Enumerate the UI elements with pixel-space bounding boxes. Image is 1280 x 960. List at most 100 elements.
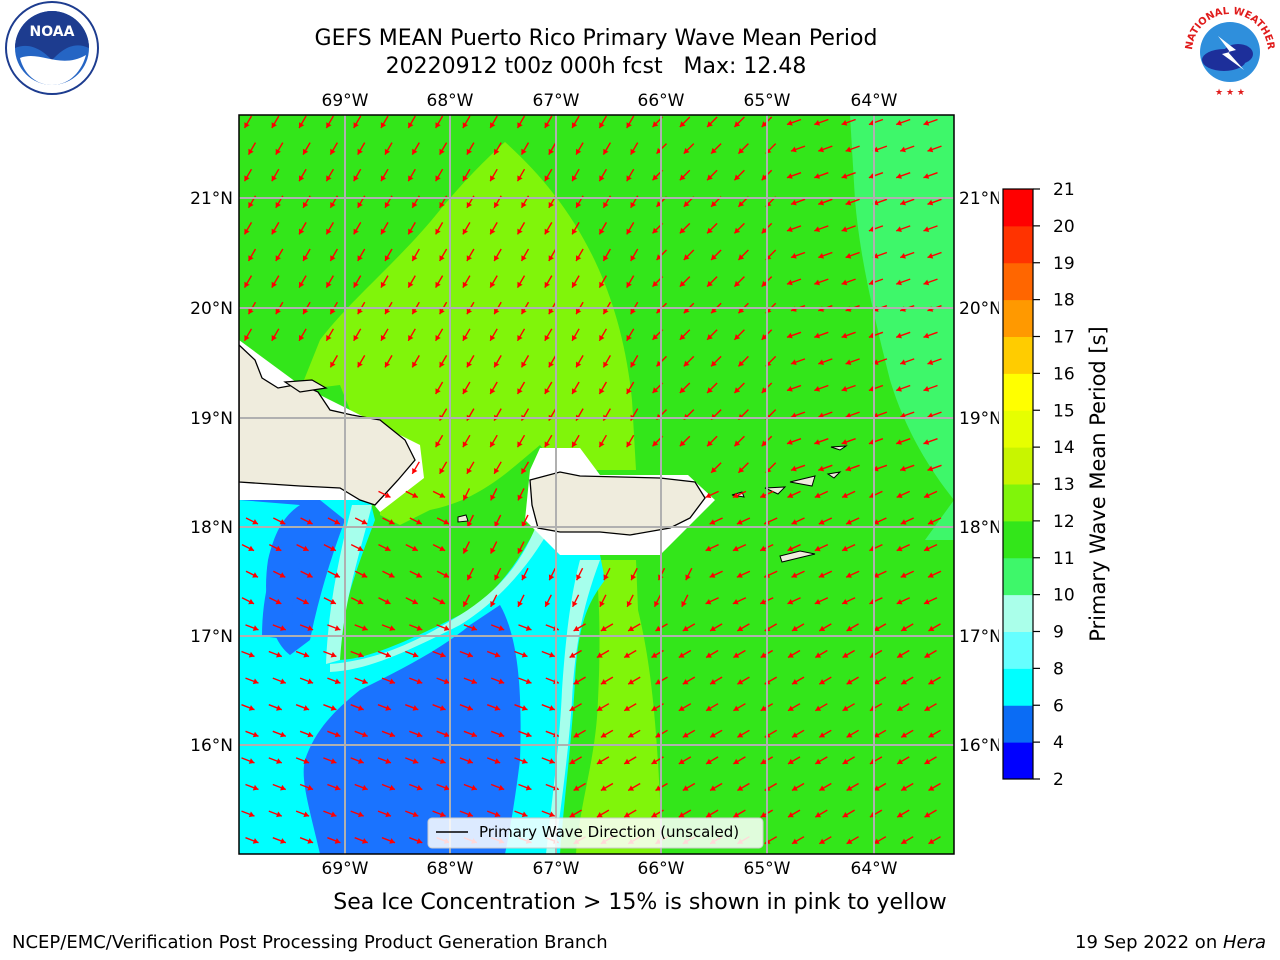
wave-arrow-head	[652, 387, 659, 393]
wave-arrow-head	[651, 705, 658, 711]
wave-arrow-head	[353, 122, 359, 128]
wave-arrow-head	[490, 122, 496, 128]
colorbar-tick-label: 21	[1053, 180, 1075, 200]
wave-arrow-head	[814, 332, 820, 339]
sea-ice-note: Sea Ice Concentration > 15% is shown in …	[333, 890, 947, 915]
wave-arrow-head	[682, 785, 689, 791]
map-gridlines	[239, 115, 954, 854]
wave-arrow-head	[330, 148, 336, 155]
lon-label-top: 64°W	[851, 91, 898, 111]
wave-arrow-head	[845, 412, 852, 419]
wave-arrow-head	[652, 334, 659, 340]
wave-arrow-head	[466, 308, 472, 315]
wave-arrow-head	[596, 758, 603, 764]
wave-arrow-head	[901, 732, 907, 738]
wave-arrow-head	[628, 732, 634, 738]
colorbar-tick-label: 10	[1053, 586, 1075, 606]
wave-arrow-head	[303, 651, 310, 658]
wave-arrow-head	[924, 652, 931, 658]
wave-arrow-head	[651, 812, 658, 818]
wave-arrow-head	[462, 175, 468, 182]
wave-arrow-head	[734, 280, 741, 287]
wave-arrow-head	[596, 705, 603, 711]
wave-arrow-head	[494, 574, 500, 581]
wave-arrow-head	[792, 785, 798, 791]
wave-arrow-head	[706, 812, 712, 818]
wave-arrow-head	[734, 440, 741, 447]
wave-arrow-head	[900, 519, 907, 525]
wave-arrow-head	[814, 226, 820, 232]
wave-arrow-head	[334, 731, 341, 738]
wave-arrow-head	[525, 625, 532, 631]
wave-arrow-head	[928, 625, 935, 631]
noaa-logo: NOAA	[5, 1, 99, 95]
wave-arrow-head	[576, 148, 582, 155]
wave-arrow-head	[791, 519, 798, 525]
wave-arrow-head	[280, 731, 286, 738]
wave-arrow-head	[900, 572, 907, 578]
credit-machine: Hera	[1222, 932, 1266, 953]
wave-arrow-head	[362, 678, 368, 685]
wave-arrow-head	[521, 468, 527, 474]
wave-arrow-head	[600, 625, 607, 631]
wave-arrow-head	[896, 386, 902, 392]
wave-arrow-head	[517, 228, 523, 235]
wave-arrow-head	[303, 308, 309, 315]
wave-arrow-head	[490, 547, 496, 554]
colorbar-band	[1003, 189, 1033, 227]
colorbar-tick-label: 11	[1053, 549, 1075, 569]
lat-label-right: 18°N	[959, 518, 1002, 538]
lon-label-bottom: 66°W	[638, 859, 685, 879]
colorbar-tick-label: 18	[1053, 291, 1075, 311]
wave-arrow-head	[358, 758, 364, 764]
wave-arrow-head	[334, 678, 341, 685]
wave-arrow-head	[896, 226, 902, 232]
wave-arrow-head	[733, 758, 740, 764]
wave-arrow-head	[299, 122, 305, 128]
wave-arrow-head	[626, 441, 632, 448]
lon-label-top: 69°W	[322, 91, 369, 111]
wave-arrow-head	[439, 651, 446, 658]
wave-arrow-head	[330, 545, 336, 551]
wave-arrow-head	[791, 253, 797, 259]
wave-arrow-head	[466, 148, 472, 155]
wave-arrow-head	[408, 122, 414, 128]
wave-arrow-head	[276, 758, 282, 764]
wave-arrow-head	[624, 812, 630, 818]
lat-label-right: 19°N	[959, 409, 1002, 429]
wave-arrow-head	[435, 388, 441, 394]
wave-arrow-head	[900, 465, 906, 472]
wave-arrow-head	[576, 361, 582, 368]
credit-right: 19 Sep 2022 on Hera	[1075, 932, 1266, 953]
wave-arrow-head	[463, 494, 469, 501]
map-frame	[238, 114, 955, 855]
wave-arrow-head	[787, 599, 794, 605]
wave-arrow-head	[569, 705, 576, 711]
wave-arrow-head	[412, 758, 419, 764]
wave-arrow-head	[576, 574, 582, 581]
colorbar-band	[1003, 705, 1033, 743]
wave-arrow-head	[923, 332, 930, 339]
wave-arrow-head	[362, 625, 368, 631]
wave-arrow-head	[761, 387, 768, 393]
ocean-light-green-south	[576, 560, 662, 854]
lat-label-left: 20°N	[190, 299, 233, 319]
wave-arrow-head	[599, 281, 605, 288]
wave-arrow-head	[544, 122, 550, 128]
wave-arrow-head	[841, 332, 848, 339]
wave-arrow-head	[517, 175, 523, 182]
wave-arrow-head	[490, 175, 496, 182]
wave-arrow-head	[737, 732, 744, 738]
wave-arrow-head	[897, 758, 903, 764]
wave-arrow-head	[412, 255, 418, 261]
wave-arrow-head	[462, 441, 468, 448]
lat-label-right: 21°N	[959, 189, 1002, 209]
map-title: GEFS MEAN Puerto Rico Primary Wave Mean …	[314, 26, 878, 51]
wave-arrow-head	[252, 838, 259, 844]
wave-arrow-head	[384, 148, 391, 155]
wave-arrow-head	[248, 758, 255, 764]
wave-arrow-head	[384, 255, 391, 261]
wave-arrow-head	[467, 521, 473, 527]
wave-arrow-head	[900, 359, 906, 365]
wave-arrow-head	[248, 148, 254, 155]
